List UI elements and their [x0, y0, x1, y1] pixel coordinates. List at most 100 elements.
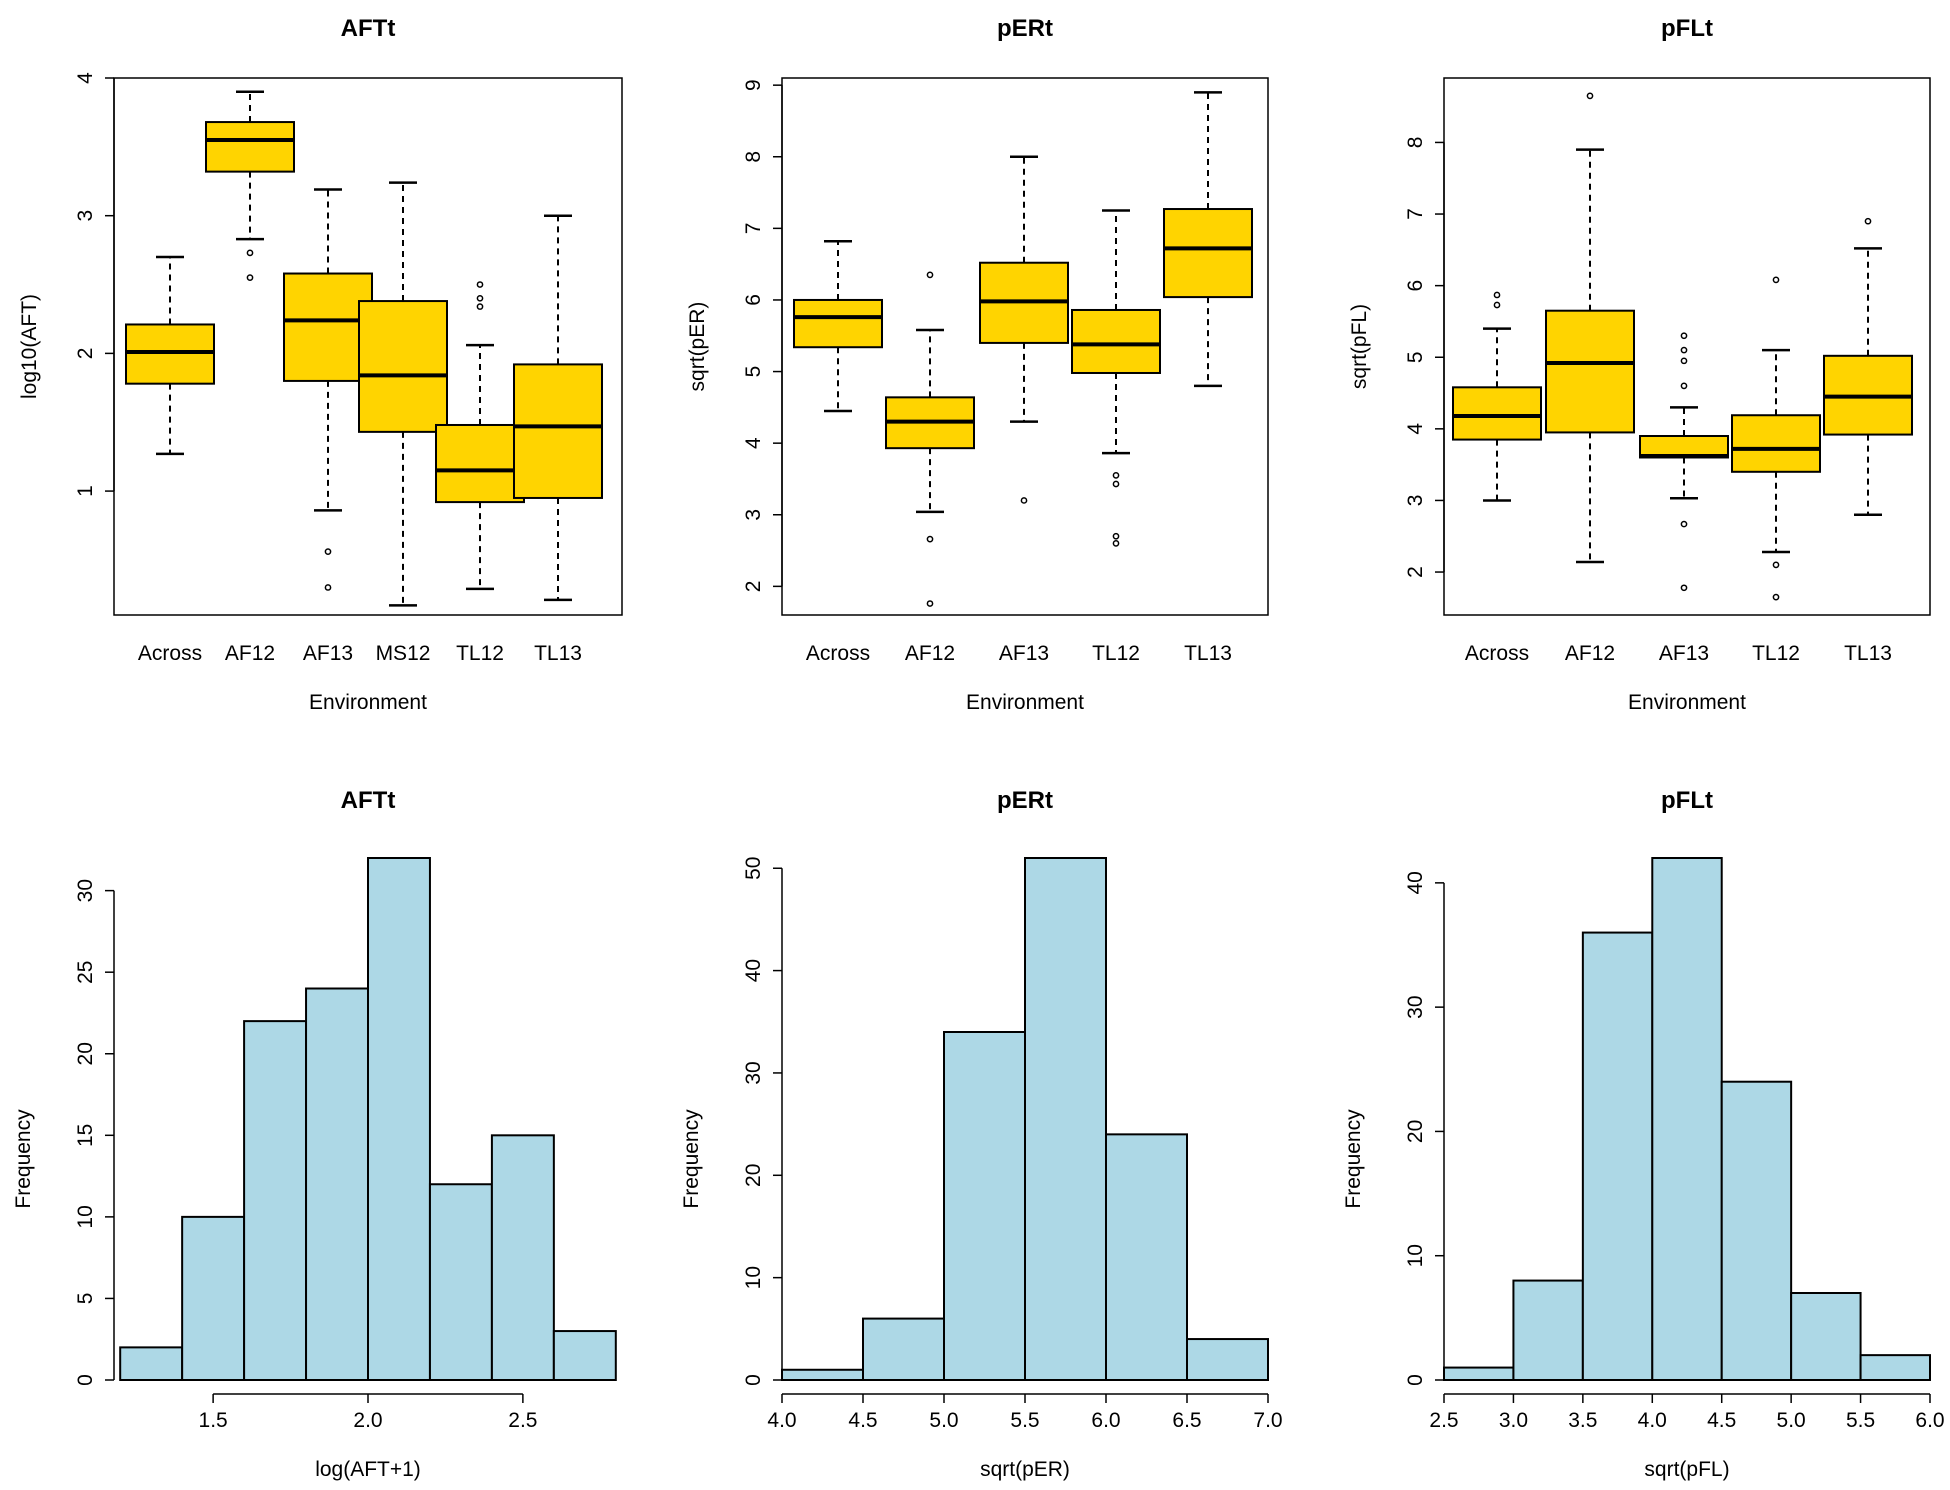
x-tick-label: 5.0: [929, 1409, 958, 1432]
x-tick-label: TL12: [456, 642, 504, 665]
box-TL12: [435, 281, 525, 591]
outlier-point: [324, 548, 332, 556]
outlier-point: [1112, 532, 1120, 540]
y-tick-label: 2: [74, 348, 97, 360]
box-TL12: [1071, 209, 1161, 547]
x-tick-label: 4.0: [767, 1409, 796, 1432]
box-AF12: [885, 271, 975, 607]
chart-title: AFTt: [341, 787, 396, 814]
histogram-bar: [305, 987, 369, 1381]
x-tick-label: TL13: [1844, 642, 1892, 665]
y-tick-label: 4: [1404, 423, 1427, 435]
y-tick-label: 8: [742, 151, 765, 163]
y-tick-label: 7: [1404, 208, 1427, 220]
x-tick-label: 4.5: [1707, 1409, 1736, 1432]
outlier-point: [476, 294, 484, 302]
y-tick-label: 7: [742, 223, 765, 235]
box-TL12: [1731, 276, 1821, 601]
histogram-bar: [1790, 1292, 1862, 1381]
y-tick-label: 40: [742, 959, 765, 982]
x-tick-label: 7.0: [1253, 1409, 1282, 1432]
x-tick-label: 5.0: [1777, 1409, 1806, 1432]
y-tick-label: 1: [74, 485, 97, 497]
outlier-point: [1864, 217, 1872, 225]
y-tick-label: 8: [1404, 137, 1427, 149]
outlier-point: [1493, 301, 1501, 309]
outlier-point: [1586, 92, 1594, 100]
histogram-bar: [1859, 1354, 1931, 1381]
box-MS12: [358, 181, 448, 607]
y-tick-label: 4: [742, 437, 765, 449]
chart-title: pERt: [997, 15, 1053, 42]
iqr-box: [513, 363, 603, 499]
box-TL13: [513, 214, 603, 602]
x-tick-label: AF13: [303, 642, 353, 665]
histogram-bar: [490, 1134, 555, 1381]
chart-title: pFLt: [1661, 787, 1713, 814]
y-tick-label: 20: [1404, 1120, 1427, 1143]
y-axis-label: log10(AFT): [18, 294, 41, 399]
histogram-bar: [367, 857, 431, 1381]
histogram-panel-pERt: pERt 0 10 20 30 40 50 Frequency 4.0 4.5 5.0 5.5 6.0 6…: [680, 787, 1283, 1481]
x-tick-label: AF13: [1659, 642, 1709, 665]
x-tick-label: 6.0: [1915, 1409, 1944, 1432]
outlier-point: [476, 281, 484, 288]
histogram-panel-AFTt: AFTt 0 5 10 15 20 25 30 Frequency 1.5 2.0 2.5 log(AF…: [12, 787, 617, 1481]
histogram-panel-pFLt: pFLt 0 10 20 30 40 Frequency 2.5 3.0 3.5 4.0 4.5 5.0…: [1342, 787, 1945, 1481]
y-tick-label: 30: [74, 879, 97, 902]
x-tick-label: 6.5: [1172, 1409, 1201, 1432]
x-tick-label: 2.5: [508, 1409, 537, 1432]
x-tick-label: 3.5: [1568, 1409, 1597, 1432]
outlier-point: [246, 274, 254, 282]
box-AF12: [205, 90, 295, 282]
outlier-point: [1680, 346, 1688, 354]
box-Across: [125, 255, 215, 456]
boxplot-panel-pERt: pERt 2 3 4 5 6 7 8 9 sqrt(pER) Across AF12 AF13 TL12 T…: [686, 15, 1269, 714]
y-tick-label: 20: [74, 1042, 97, 1065]
x-tick-label: AF12: [1565, 642, 1615, 665]
x-tick-label: 2.0: [353, 1409, 382, 1432]
x-axis-label: sqrt(pFL): [1644, 1458, 1729, 1481]
outlier-point: [1112, 540, 1120, 547]
histogram-bar: [1024, 857, 1107, 1381]
iqr-box: [1452, 386, 1542, 441]
outlier-point: [1680, 382, 1688, 390]
x-axis-label: Environment: [1628, 691, 1746, 714]
y-tick-label: 6: [1404, 280, 1427, 292]
x-tick-label: Across: [806, 642, 870, 665]
outlier-point: [926, 271, 934, 279]
y-tick-label: 10: [74, 1205, 97, 1228]
y-axis-label: Frequency: [1342, 1109, 1365, 1209]
x-tick-label: 6.0: [1091, 1409, 1120, 1432]
box-AF13: [283, 188, 373, 591]
y-tick-label: 20: [742, 1164, 765, 1187]
boxplot-panel-pFLt: pFLt 2 3 4 5 6 7 8 sqrt(pFL) Across AF12 AF13 TL12 TL…: [1348, 15, 1931, 714]
x-axis-label: log(AFT+1): [315, 1458, 421, 1481]
y-tick-label: 0: [74, 1374, 97, 1386]
y-tick-label: 5: [742, 366, 765, 378]
iqr-box: [1071, 308, 1161, 374]
histogram-bar: [1581, 931, 1654, 1381]
x-tick-label: 3.0: [1499, 1409, 1528, 1432]
outlier-point: [926, 535, 934, 543]
y-axis-label: Frequency: [12, 1109, 35, 1209]
outlier-point: [324, 584, 332, 591]
y-tick-label: 3: [74, 210, 97, 222]
histogram-bar: [862, 1317, 945, 1382]
y-tick-label: 5: [74, 1293, 97, 1305]
y-tick-label: 50: [742, 857, 765, 880]
outlier-point: [1020, 497, 1028, 504]
outlier-point: [1680, 584, 1688, 592]
outlier-point: [1772, 276, 1780, 284]
x-tick-label: TL12: [1752, 642, 1800, 665]
box-AF13: [1639, 332, 1729, 592]
box-Across: [793, 239, 883, 413]
y-tick-label: 30: [1404, 995, 1427, 1018]
histogram-bar: [428, 1183, 493, 1381]
histogram-bar: [1105, 1133, 1188, 1381]
x-tick-label: Across: [138, 642, 202, 665]
box-Across: [1452, 291, 1542, 502]
iqr-box: [793, 298, 883, 349]
histogram-bar: [243, 1020, 308, 1381]
